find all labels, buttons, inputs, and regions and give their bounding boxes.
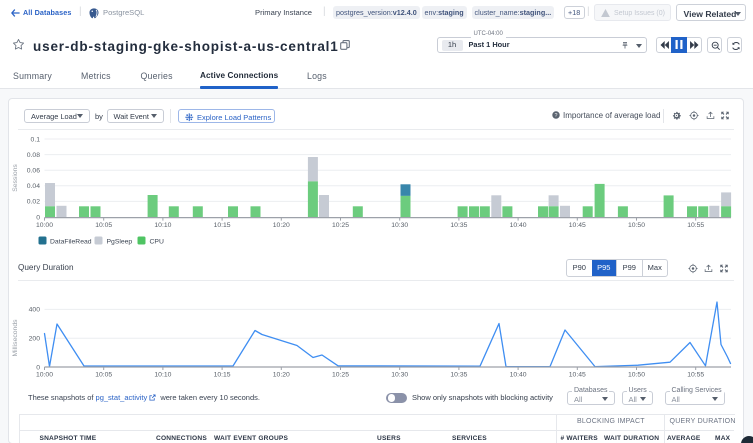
svg-text:10:45: 10:45 xyxy=(569,222,586,229)
svg-text:10:00: 10:00 xyxy=(36,222,53,229)
svg-text:0.08: 0.08 xyxy=(27,152,40,159)
svg-text:0: 0 xyxy=(36,215,40,222)
svg-text:10:35: 10:35 xyxy=(450,222,467,229)
svg-text:10:40: 10:40 xyxy=(510,222,527,229)
svg-text:Sessions: Sessions xyxy=(12,164,19,192)
svg-text:0.06: 0.06 xyxy=(27,168,40,175)
svg-text:10:35: 10:35 xyxy=(450,372,467,379)
svg-text:0.04: 0.04 xyxy=(27,183,40,190)
svg-text:10:25: 10:25 xyxy=(332,222,349,229)
svg-text:10:15: 10:15 xyxy=(214,222,231,229)
svg-text:0.1: 0.1 xyxy=(31,136,41,143)
svg-text:10:10: 10:10 xyxy=(154,372,171,379)
svg-text:400: 400 xyxy=(29,307,41,314)
svg-text:10:40: 10:40 xyxy=(510,372,527,379)
svg-text:10:55: 10:55 xyxy=(687,372,704,379)
svg-text:?: ? xyxy=(555,113,558,119)
svg-text:10:15: 10:15 xyxy=(214,372,231,379)
svg-text:10:20: 10:20 xyxy=(273,372,290,379)
svg-text:10:05: 10:05 xyxy=(95,372,112,379)
svg-text:0.02: 0.02 xyxy=(27,199,40,206)
svg-text:10:50: 10:50 xyxy=(628,222,645,229)
svg-text:0: 0 xyxy=(36,364,40,371)
svg-text:10:50: 10:50 xyxy=(628,372,645,379)
svg-text:PgSleep: PgSleep xyxy=(107,238,133,245)
svg-text:Milliseconds: Milliseconds xyxy=(12,319,19,357)
svg-text:10:05: 10:05 xyxy=(95,222,112,229)
svg-text:10:45: 10:45 xyxy=(569,372,586,379)
svg-text:10:25: 10:25 xyxy=(332,372,349,379)
svg-text:10:20: 10:20 xyxy=(273,222,290,229)
svg-text:10:55: 10:55 xyxy=(687,222,704,229)
svg-text:CPU: CPU xyxy=(150,238,164,245)
svg-text:10:10: 10:10 xyxy=(154,222,171,229)
svg-text:200: 200 xyxy=(29,336,41,343)
svg-text:10:30: 10:30 xyxy=(391,372,408,379)
svg-text:10:00: 10:00 xyxy=(36,372,53,379)
svg-text:10:30: 10:30 xyxy=(391,222,408,229)
svg-text:DataFileRead: DataFileRead xyxy=(50,238,92,245)
